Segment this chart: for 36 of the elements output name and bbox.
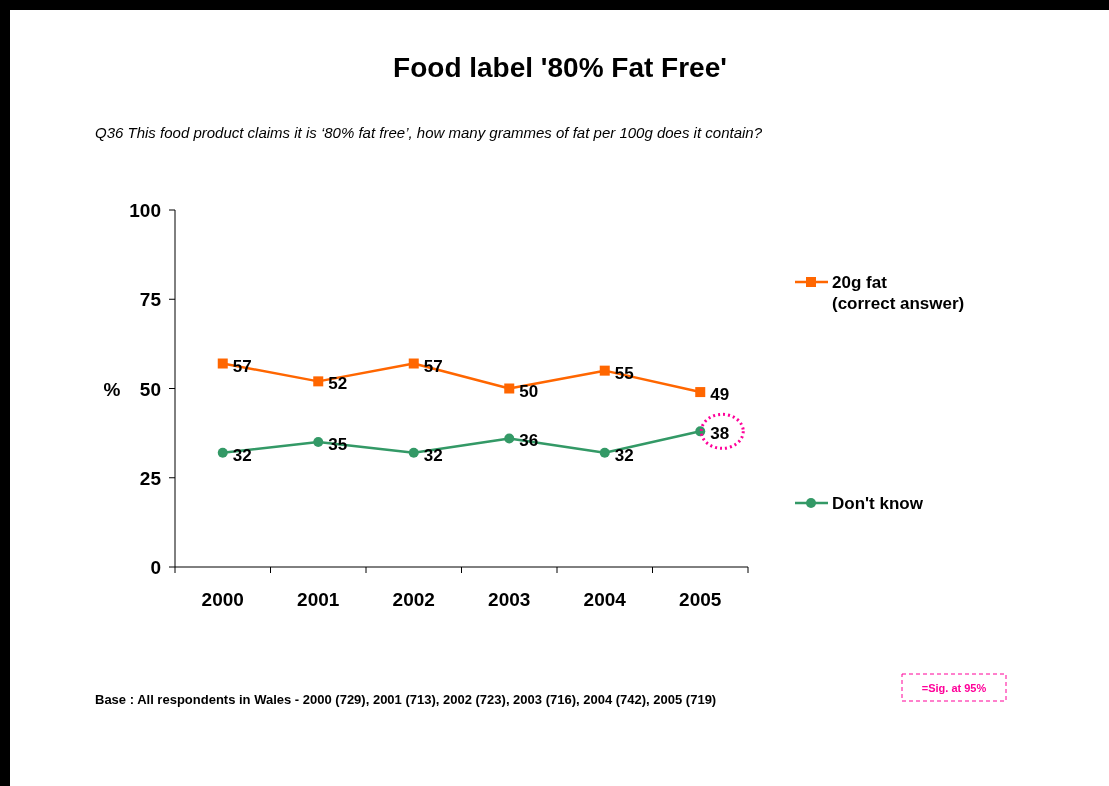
- x-tick-label: 2001: [297, 589, 340, 610]
- y-tick-label: 0: [150, 557, 161, 578]
- y-axis-title: %: [103, 378, 121, 400]
- x-tick-label: 2002: [392, 589, 435, 610]
- data-label: 32: [232, 445, 252, 465]
- x-tick-label: 2000: [201, 589, 244, 610]
- point: [408, 358, 419, 369]
- data-label: 32: [423, 445, 443, 465]
- point: [313, 376, 324, 387]
- point: [599, 447, 610, 458]
- legend-label: Don't know: [832, 494, 924, 513]
- data-label: 50: [519, 381, 539, 401]
- legend-label: 20g fat (correct answer): [832, 273, 965, 313]
- x-tick-label: 2003: [488, 589, 531, 610]
- y-tick-label: 25: [139, 467, 162, 489]
- chart-title: Food label '80% Fat Free': [393, 52, 727, 83]
- point: [217, 447, 228, 458]
- y-tick-label: 50: [139, 378, 161, 400]
- x-tick-label: 2004: [583, 589, 627, 610]
- point: [599, 365, 610, 376]
- point: [217, 358, 228, 369]
- y-tick-label: 75: [139, 289, 162, 311]
- text: =Sig. at 95%: [921, 682, 987, 694]
- x-tick-label: 2005: [679, 589, 722, 610]
- data-label: 49: [710, 385, 730, 405]
- chart-subtitle: Q36 This food product claims it is ‘80% fat free’, how many grammes of fat per 100g does it contain?: [95, 124, 763, 141]
- data-label: 32: [614, 445, 634, 465]
- data-label: 38: [710, 424, 730, 444]
- point: [408, 447, 419, 458]
- text: Base : All respondents in Wales - 2000 (729), 2001 (713), 2002 (723), 2003 (716), 2004 (742), 2005 (719): [95, 692, 717, 707]
- point: [695, 387, 706, 398]
- data-label: 52: [328, 374, 348, 394]
- point: [313, 437, 324, 448]
- y-tick-label: 100: [129, 200, 161, 221]
- point: [504, 383, 515, 394]
- point: [504, 433, 515, 444]
